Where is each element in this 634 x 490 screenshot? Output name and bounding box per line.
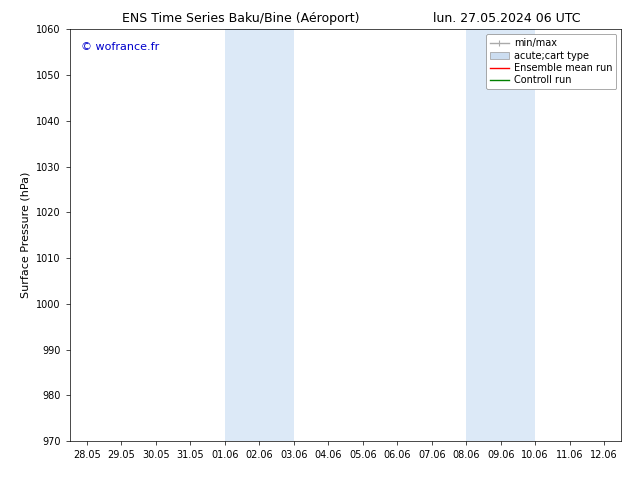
Text: ENS Time Series Baku/Bine (Aéroport): ENS Time Series Baku/Bine (Aéroport) bbox=[122, 12, 359, 25]
Bar bbox=[225, 29, 294, 441]
Text: © wofrance.fr: © wofrance.fr bbox=[81, 42, 159, 52]
Text: lun. 27.05.2024 06 UTC: lun. 27.05.2024 06 UTC bbox=[434, 12, 581, 25]
Y-axis label: Surface Pressure (hPa): Surface Pressure (hPa) bbox=[20, 172, 30, 298]
Legend: min/max, acute;cart type, Ensemble mean run, Controll run: min/max, acute;cart type, Ensemble mean … bbox=[486, 34, 616, 89]
Bar bbox=[466, 29, 535, 441]
